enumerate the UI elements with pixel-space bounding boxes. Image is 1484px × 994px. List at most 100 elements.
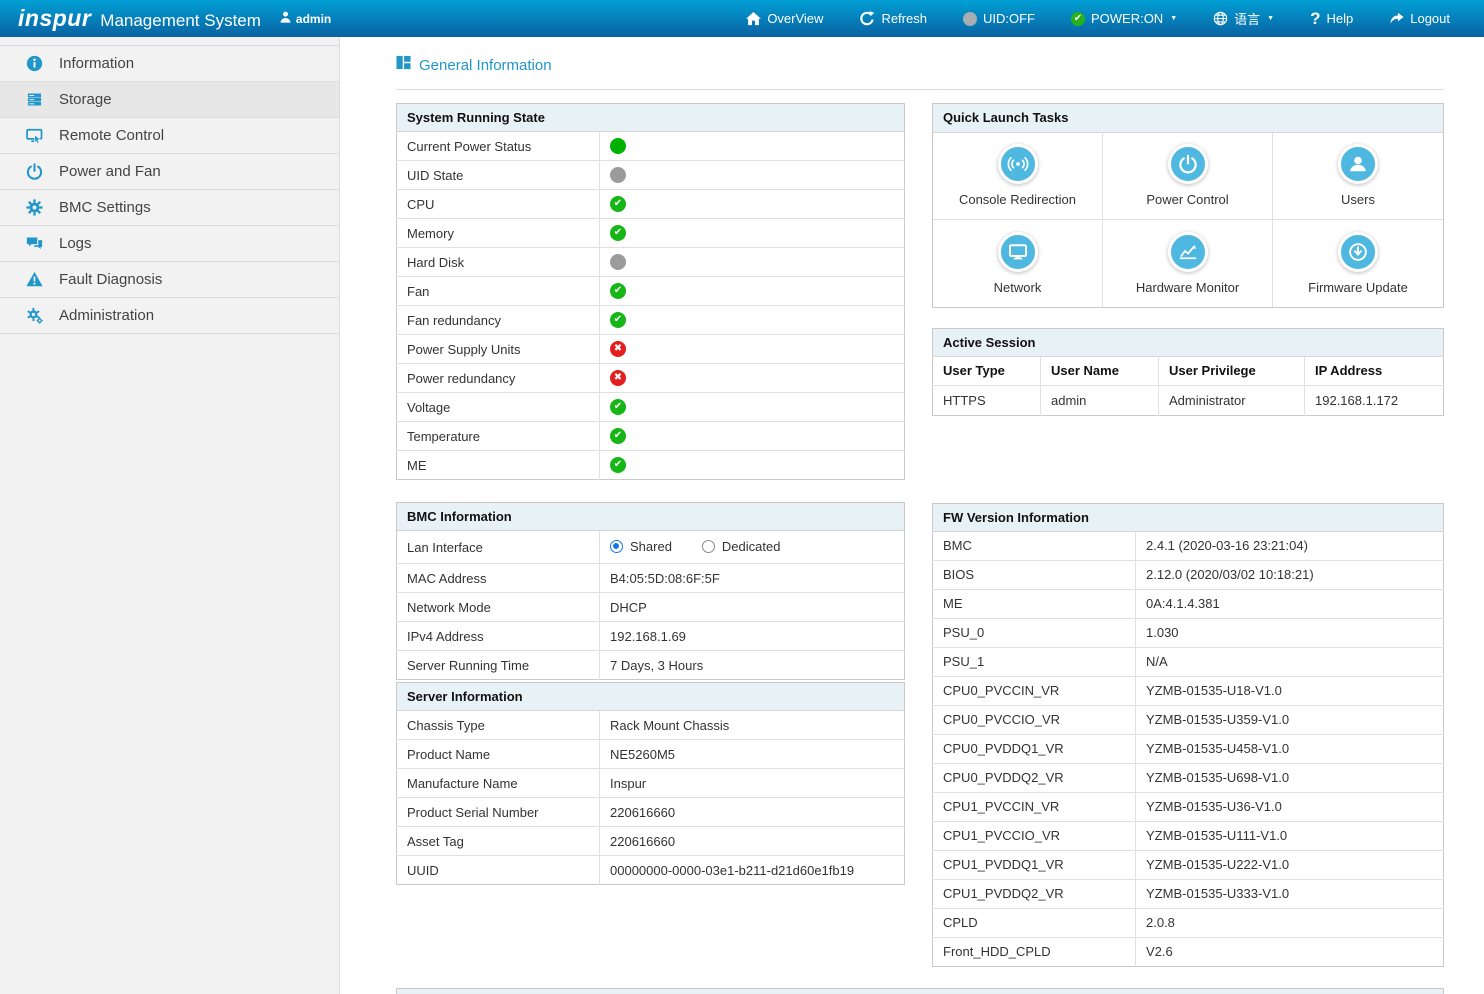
sidebar-item-logs[interactable]: Logs — [0, 226, 339, 262]
sidebar: Information Storage Remote Control Power an… — [0, 37, 340, 994]
sidebar-item-administration[interactable]: Administration — [0, 298, 339, 334]
row-label: Power Supply Units — [397, 335, 600, 364]
table-row: Temperature✔ — [397, 422, 905, 451]
refresh-icon — [859, 11, 875, 27]
row-value: 220616660 — [600, 827, 905, 856]
table-row: Power redundancy✖ — [397, 364, 905, 393]
nav-item-logout[interactable]: Logout — [1389, 11, 1450, 26]
nav-item-uid-off[interactable]: UID:OFF — [963, 11, 1035, 26]
quick-launch-hardware-monitor[interactable]: Hardware Monitor — [1103, 220, 1273, 307]
row-label: ME — [397, 451, 600, 480]
user-name: admin — [296, 12, 331, 26]
next-section-partial-header — [396, 988, 1444, 994]
sidebar-item-label: Remote Control — [59, 127, 164, 144]
row-label: IPv4 Address — [397, 622, 600, 651]
chevron-down-icon: ▼ — [1170, 15, 1177, 22]
nav-item-refresh[interactable]: Refresh — [859, 11, 927, 27]
quick-launch-power-control[interactable]: Power Control — [1103, 133, 1273, 220]
logs-icon — [25, 235, 43, 252]
quick-launch-label: Network — [994, 280, 1042, 295]
row-label: Server Running Time — [397, 651, 600, 680]
table-row: Fan redundancy✔ — [397, 306, 905, 335]
user-icon — [280, 11, 291, 26]
sidebar-item-information[interactable]: Information — [0, 46, 339, 82]
row-label: Network Mode — [397, 593, 600, 622]
quick-launch-label: Firmware Update — [1308, 280, 1408, 295]
row-value: YZMB-01535-U111-V1.0 — [1136, 821, 1444, 850]
row-value: 2.0.8 — [1136, 908, 1444, 937]
nav-item-power-on[interactable]: ✔POWER:ON▼ — [1071, 11, 1177, 26]
radio-option-shared[interactable]: Shared — [610, 539, 672, 554]
column-header-user-name: User Name — [1041, 356, 1159, 385]
row-label: PSU_0 — [933, 618, 1136, 647]
row-value: YZMB-01535-U222-V1.0 — [1136, 850, 1444, 879]
table-row: BMC2.4.1 (2020-03-16 23:21:04) — [933, 531, 1444, 560]
radio-option-dedicated[interactable]: Dedicated — [702, 539, 781, 554]
quick-launch-console-redirection[interactable]: Console Redirection — [933, 133, 1103, 220]
sidebar-item-label: Fault Diagnosis — [59, 271, 162, 288]
chevron-down-icon: ▼ — [1267, 15, 1274, 22]
sidebar-item-storage[interactable]: Storage — [0, 82, 339, 118]
nav-item-help[interactable]: ?Help — [1310, 9, 1353, 29]
quick-launch-label: Power Control — [1146, 192, 1228, 207]
table-row: ME✔ — [397, 451, 905, 480]
top-navbar: inspur Management System admin OverView R… — [0, 0, 1484, 37]
radio-unselected-icon[interactable] — [702, 540, 715, 553]
quick-launch-network[interactable]: Network — [933, 220, 1103, 307]
row-label: CPU1_PVCCIO_VR — [933, 821, 1136, 850]
sidebar-item-bmc-settings[interactable]: BMC Settings — [0, 190, 339, 226]
row-value: YZMB-01535-U458-V1.0 — [1136, 734, 1444, 763]
row-value: N/A — [1136, 647, 1444, 676]
row-value: Inspur — [600, 769, 905, 798]
row-label: Hard Disk — [397, 248, 600, 277]
row-value: YZMB-01535-U359-V1.0 — [1136, 705, 1444, 734]
row-label: Chassis Type — [397, 711, 600, 740]
session-cell: admin — [1041, 385, 1159, 415]
nav-item-[interactable]: 语言▼ — [1213, 9, 1274, 28]
row-value: 00000000-0000-03e1-b211-d21d60e1fb19 — [600, 856, 905, 885]
users-icon — [1338, 144, 1378, 184]
row-label: CPU1_PVDDQ2_VR — [933, 879, 1136, 908]
quick-launch-grid: Console Redirection Power Control Users Net… — [933, 133, 1443, 307]
page-title: General Information — [419, 57, 552, 74]
status-ok-icon: ✔ — [610, 428, 626, 444]
sidebar-item-power-and-fan[interactable]: Power and Fan — [0, 154, 339, 190]
sidebar-item-remote-control[interactable]: Remote Control — [0, 118, 339, 154]
quick-launch-label: Console Redirection — [959, 192, 1076, 207]
row-status — [600, 132, 905, 161]
table-row: Front_HDD_CPLDV2.6 — [933, 937, 1444, 966]
quick-launch-users[interactable]: Users — [1273, 133, 1443, 220]
table-row: HTTPSadminAdministrator192.168.1.172 — [933, 385, 1444, 415]
section-title: Quick Launch Tasks — [933, 104, 1443, 132]
table-row: CPU0_PVDDQ2_VRYZMB-01535-U698-V1.0 — [933, 763, 1444, 792]
row-value: NE5260M5 — [600, 740, 905, 769]
radio-selected-icon[interactable] — [610, 540, 623, 553]
sidebar-item-label: Storage — [59, 91, 112, 108]
row-status — [600, 161, 905, 190]
table-row: CPU1_PVCCIO_VRYZMB-01535-U111-V1.0 — [933, 821, 1444, 850]
nav-item-label: Logout — [1410, 11, 1450, 26]
network-icon — [998, 232, 1038, 272]
nav-item-overview[interactable]: OverView — [746, 11, 823, 26]
row-value: YZMB-01535-U36-V1.0 — [1136, 792, 1444, 821]
row-label: Voltage — [397, 393, 600, 422]
status-ok-icon: ✔ — [610, 225, 626, 241]
quick-launch-label: Users — [1341, 192, 1375, 207]
brand: inspur Management System — [0, 5, 261, 32]
row-label: CPLD — [933, 908, 1136, 937]
row-label: Product Serial Number — [397, 798, 600, 827]
row-status — [600, 248, 905, 277]
active-session-table: Active Session User TypeUser NameUser Pr… — [932, 328, 1444, 416]
power-icon — [25, 163, 43, 180]
row-value: B4:05:5D:08:6F:5F — [600, 564, 905, 593]
nav-item-label: Refresh — [881, 11, 927, 26]
table-row: Server Running Time7 Days, 3 Hours — [397, 651, 905, 680]
current-user: admin — [280, 11, 331, 26]
nav-item-label: UID:OFF — [983, 11, 1035, 26]
main-content: General Information System Running State… — [340, 37, 1484, 994]
section-title: BMC Information — [397, 503, 905, 531]
table-row: Lan Interface SharedDedicated — [397, 531, 905, 564]
sidebar-item-fault-diagnosis[interactable]: Fault Diagnosis — [0, 262, 339, 298]
quick-launch-firmware-update[interactable]: Firmware Update — [1273, 220, 1443, 307]
status-ok-icon: ✔ — [610, 283, 626, 299]
